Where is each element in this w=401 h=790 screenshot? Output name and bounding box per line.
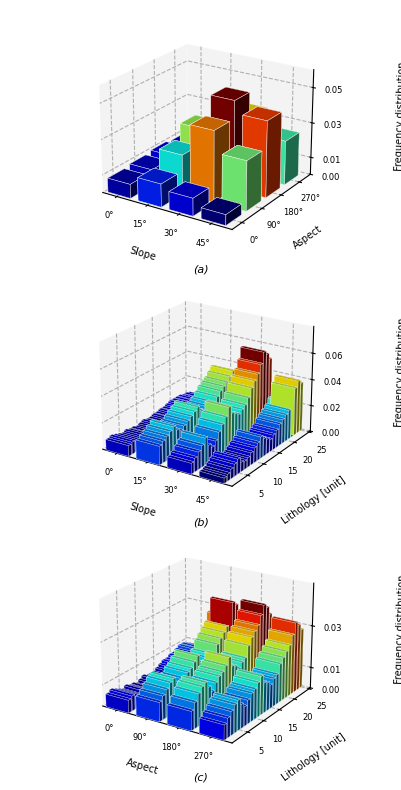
Y-axis label: Aspect: Aspect xyxy=(290,224,323,251)
Text: (c): (c) xyxy=(193,773,208,783)
Text: (b): (b) xyxy=(192,517,209,528)
Y-axis label: Lithology [unit]: Lithology [unit] xyxy=(279,732,346,783)
Y-axis label: Lithology [unit]: Lithology [unit] xyxy=(279,475,346,526)
Text: (a): (a) xyxy=(193,265,208,275)
X-axis label: Slope: Slope xyxy=(128,245,156,262)
X-axis label: Aspect: Aspect xyxy=(125,758,159,777)
X-axis label: Slope: Slope xyxy=(128,502,156,519)
